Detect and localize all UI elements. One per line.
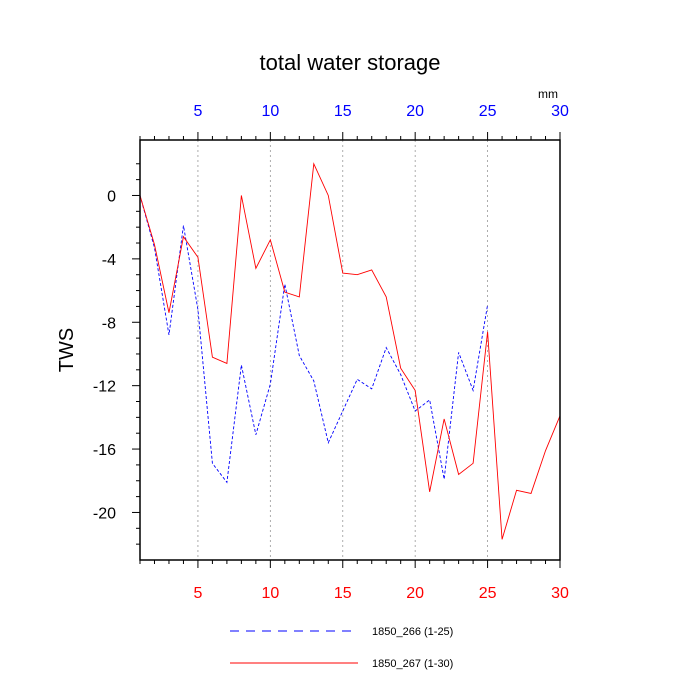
top-axis-unit: mm	[538, 87, 558, 101]
x-tick-label-top-5: 5	[193, 103, 202, 120]
x-tick-label-top-20: 20	[406, 103, 424, 120]
x-tick-label-top-15: 15	[334, 103, 352, 120]
x-tick-label-bottom-20: 20	[406, 585, 424, 602]
y-axis-label: TWS	[56, 328, 78, 372]
x-tick-label-bottom-10: 10	[261, 585, 279, 602]
y-tick-label-4: -16	[93, 442, 116, 459]
x-tick-label-bottom-15: 15	[334, 585, 352, 602]
series-layer	[139, 162, 561, 540]
x-tick-label-bottom-30: 30	[551, 585, 569, 602]
grid-lines	[197, 140, 488, 560]
legend-label-0: 1850_266 (1-25)	[372, 626, 453, 638]
axis-tick-labels: 5 5 10 10 15 15 20 20 25 25 30 30 0 -4 -8 -12 -16 -20	[93, 103, 569, 602]
y-tick-label-1: -4	[102, 252, 116, 269]
y-tick-label-2: -8	[102, 315, 116, 332]
y-tick-label-3: -12	[93, 379, 116, 396]
chart-title: total water storage	[260, 50, 441, 75]
legend-label-1: 1850_267 (1-30)	[372, 658, 453, 670]
series-line-1	[139, 162, 561, 540]
x-tick-label-top-30: 30	[551, 103, 569, 120]
plot-frame	[139, 139, 561, 561]
x-tick-label-bottom-5: 5	[193, 585, 202, 602]
y-tick-label-0: 0	[107, 188, 116, 205]
y-tick-label-5: -20	[93, 505, 116, 522]
x-tick-label-top-25: 25	[479, 103, 497, 120]
x-tick-label-bottom-25: 25	[479, 585, 497, 602]
axis-ticks	[132, 132, 561, 568]
legend: 1850_266 (1-25) 1850_267 (1-30)	[230, 626, 453, 670]
x-tick-label-top-10: 10	[261, 103, 279, 120]
series-line-0	[139, 195, 489, 484]
